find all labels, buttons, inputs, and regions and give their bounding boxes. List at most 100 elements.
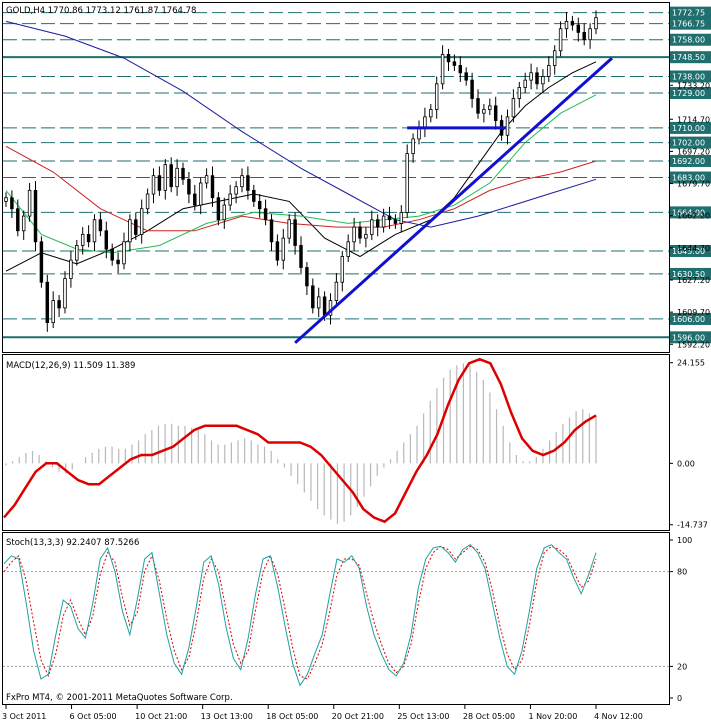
price-level-box [670, 312, 711, 325]
candle-body [558, 28, 563, 52]
price-level-label: 1710.00 [672, 124, 705, 133]
time-tick-label: 13 Oct 13:00 [201, 712, 253, 721]
stoch-axis-ticks: 100 80 20 0 [669, 536, 692, 703]
price-level-label: 1606.00 [672, 315, 705, 324]
candle-body [39, 241, 44, 283]
candle-body [151, 175, 156, 195]
price-level-label: 1692.00 [672, 157, 705, 166]
macd-tick-label: 0.00 [677, 459, 695, 468]
time-tick-label: 1 Nov 20:00 [528, 712, 577, 721]
copyright-text: FxPro MT4, © 2001-2011 MetaQuotes Softwa… [6, 693, 233, 703]
price-tick-label: 1714.70 [677, 115, 710, 124]
candle-body [594, 17, 598, 30]
stoch-lines [3, 544, 597, 687]
price-tick-label: 1733.20 [677, 81, 710, 90]
candle-body [381, 215, 386, 228]
candle-body [33, 189, 38, 243]
candle-body [370, 219, 374, 235]
candle-body [322, 296, 327, 316]
stoch-header: Stoch(13,3,3) 92.2407 87.5266 [6, 538, 139, 548]
candle-body [257, 200, 262, 210]
trend-line [294, 56, 614, 344]
candle-body [411, 138, 415, 155]
candle-body [281, 237, 286, 261]
candle-body [293, 219, 297, 246]
candle-body [210, 175, 215, 199]
candles [4, 10, 598, 332]
candle-body [234, 186, 238, 195]
candle-body [582, 31, 586, 41]
price-level-label: 1758.00 [672, 36, 705, 45]
candle-body [440, 54, 445, 85]
candle-body [263, 208, 268, 221]
time-tick-label: 25 Oct 13:00 [397, 712, 449, 721]
candle-body [493, 105, 498, 121]
candle-body [511, 98, 516, 118]
candle-body [399, 211, 404, 224]
candle-body [387, 215, 392, 221]
candle-body [228, 193, 232, 206]
trend-lines [294, 56, 614, 344]
stoch-tick-label: 0 [677, 694, 682, 703]
candle-body [187, 178, 191, 195]
candle-body [523, 79, 527, 88]
price-tick-label: 1609.70 [677, 308, 710, 317]
candle-body [269, 219, 274, 243]
candle-body [198, 182, 203, 206]
macd-panel-frame [2, 354, 670, 531]
price-level-label: 1772.75 [672, 9, 705, 18]
candle-body [27, 189, 32, 217]
candle-body [564, 20, 569, 30]
candle-body [63, 278, 67, 309]
price-level-box [670, 244, 711, 257]
moving-average-blue [5, 20, 597, 228]
candle-body [541, 76, 545, 85]
candle-body [57, 300, 61, 309]
macd-tick-label: 24.155 [677, 359, 705, 368]
price-level-box [670, 87, 711, 100]
candle-body [157, 175, 162, 191]
candle-body [570, 20, 575, 26]
price-tick-label: 1627.20 [677, 276, 710, 285]
candle-body [334, 281, 339, 301]
candle-body [458, 65, 463, 74]
price-level-box [670, 121, 711, 134]
candle-body [346, 241, 350, 257]
price-tick-label: 1644.70 [677, 244, 710, 253]
candle-body [517, 87, 522, 99]
candle-body [51, 300, 55, 324]
price-level-label: 1664.00 [672, 208, 705, 217]
price-level-box [670, 51, 711, 64]
candle-body [311, 285, 315, 309]
candle-body [139, 208, 144, 235]
price-level-label: 1729.00 [672, 89, 705, 98]
stoch-tick-label: 20 [677, 662, 687, 671]
candle-body [352, 226, 356, 243]
candle-body [110, 248, 114, 261]
candle-body [464, 72, 468, 81]
candle-body [488, 105, 492, 110]
time-tick-label: 10 Oct 21:00 [135, 712, 187, 721]
macd-axis-ticks: 24.155 0.00 -14.737 [669, 359, 708, 530]
price-tick-label: 1679.70 [677, 180, 710, 189]
candle-body [222, 204, 227, 221]
candle-body [588, 28, 592, 41]
time-axis: 3 Oct 2011 6 Oct 05:00 10 Oct 21:00 13 Oct … [2, 704, 643, 721]
candle-body [128, 219, 132, 243]
candle-body [287, 219, 291, 239]
price-level-label: 1766.75 [672, 20, 705, 29]
price-level-box [670, 33, 711, 46]
candle-body [547, 65, 551, 77]
candle-body [45, 281, 50, 324]
candle-body [505, 116, 510, 136]
candle-body [340, 256, 345, 283]
time-tick-label: 28 Oct 05:00 [463, 712, 515, 721]
candle-body [10, 197, 14, 210]
candle-body [434, 83, 439, 110]
price-tick-label: 1662.20 [677, 212, 710, 221]
candle-body [216, 197, 221, 221]
candle-body [393, 219, 398, 224]
candle-body [92, 219, 97, 243]
stoch-tick-label: 80 [677, 568, 687, 577]
